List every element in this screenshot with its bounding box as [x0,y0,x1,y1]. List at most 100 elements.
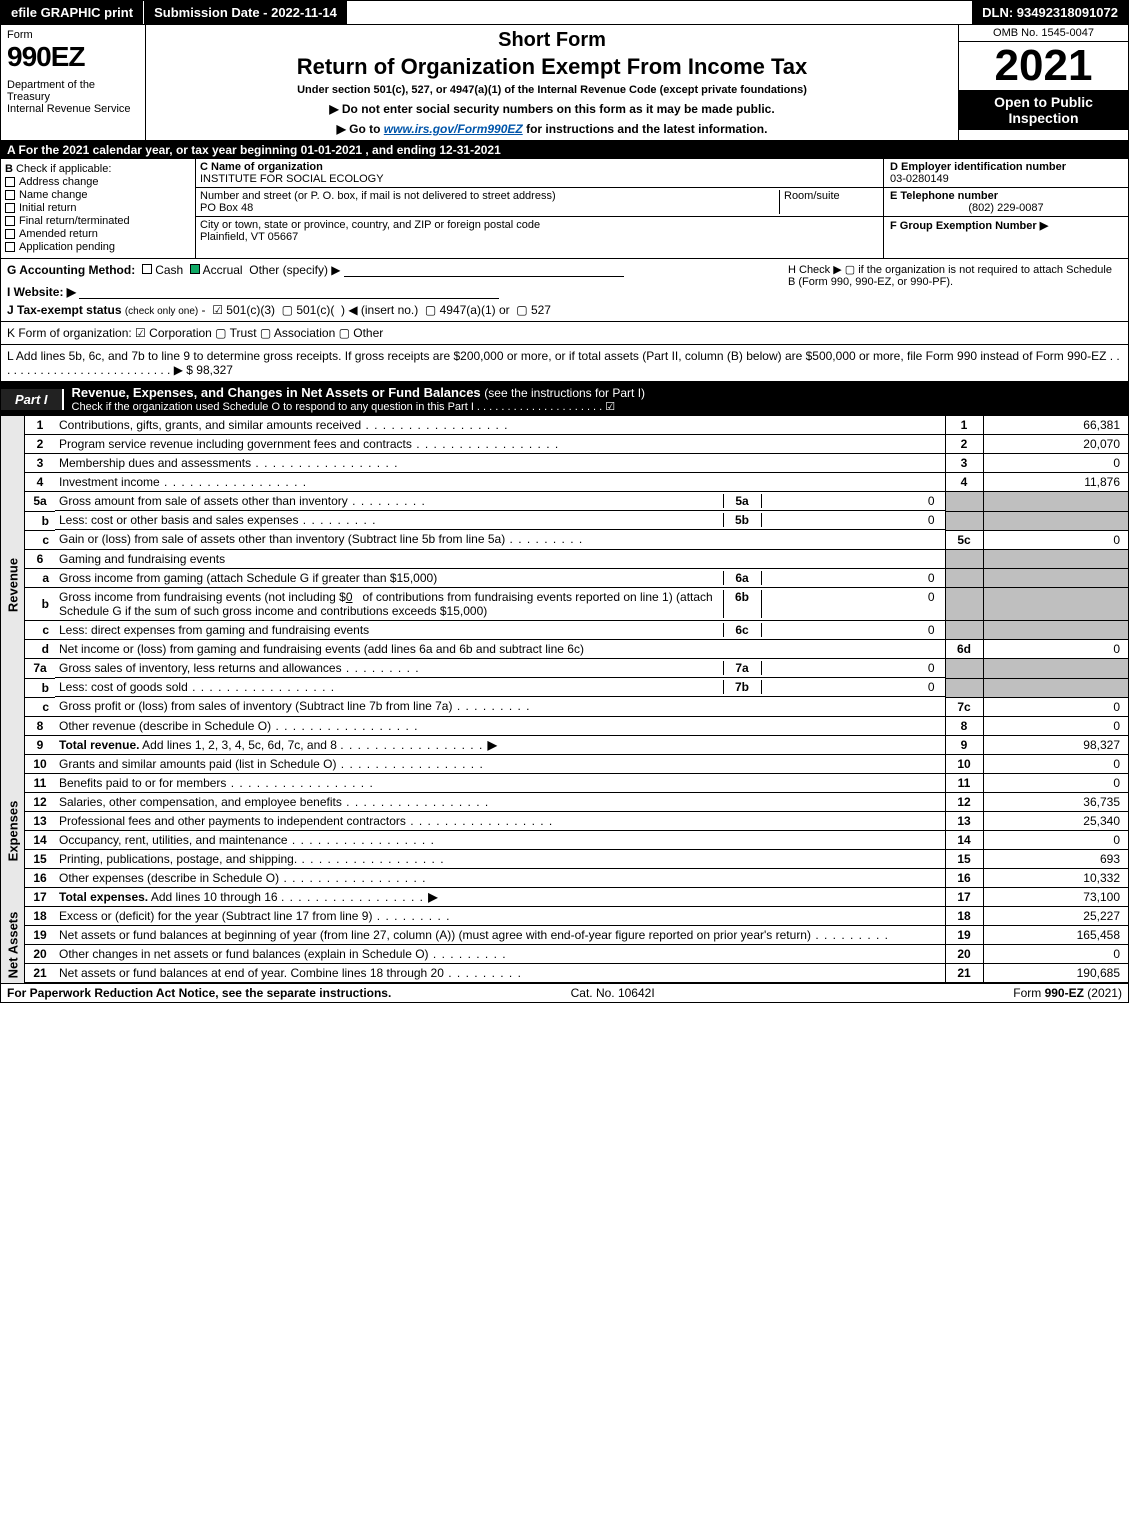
g-accounting-method: G Accounting Method: Cash Accrual Other … [7,263,782,277]
line-8: 8Other revenue (describe in Schedule O)8… [25,716,1128,735]
c-city-label: City or town, state or province, country… [200,219,879,231]
cb-name-change[interactable]: Name change [5,189,191,201]
line-21: 21Net assets or fund balances at end of … [25,963,1128,982]
c-addr-value: PO Box 48 [200,202,779,214]
open-public-badge: Open to Public Inspection [959,90,1128,130]
cb-amended-return-label: Amended return [19,228,98,240]
i-website: I Website: ▶ [7,285,782,299]
cb-final-return-label: Final return/terminated [19,215,130,227]
l-text: L Add lines 5b, 6c, and 7b to line 9 to … [7,349,1120,377]
net-assets-section: Net Assets 18Excess or (deficit) for the… [0,907,1129,983]
other-label: Other (specify) ▶ [249,263,340,277]
part1-badge: Part I [1,389,64,410]
g-label: G Accounting Method: [7,263,135,277]
footer-left: For Paperwork Reduction Act Notice, see … [7,986,391,1000]
f-group-label: F Group Exemption Number ▶ [890,219,1122,232]
line-19: 19Net assets or fund balances at beginni… [25,925,1128,944]
cb-accrual[interactable] [190,264,200,274]
line-3: 3Membership dues and assessments30 [25,454,1128,473]
efile-print-button[interactable]: efile GRAPHIC print [1,1,144,24]
expenses-section: Expenses 10Grants and similar amounts pa… [0,755,1129,907]
i-label: I Website: ▶ [7,285,76,299]
instruction-1: ▶ Do not enter social security numbers o… [150,102,954,116]
b-text: Check if applicable: [16,163,111,175]
cb-amended-return[interactable]: Amended return [5,228,191,240]
c-addr-label: Number and street (or P. O. box, if mail… [200,190,779,202]
cb-application-pending[interactable]: Application pending [5,241,191,253]
tax-year: 2021 [959,42,1128,90]
part1-check-line: Check if the organization used Schedule … [72,400,1120,413]
cb-cash[interactable] [142,264,152,274]
irs-label: Internal Revenue Service [7,103,139,115]
section-bcdef: B Check if applicable: Address change Na… [0,159,1129,259]
line-10: 10Grants and similar amounts paid (list … [25,755,1128,774]
submission-date-label: Submission Date - 2022-11-14 [144,1,348,24]
b-label: B [5,163,13,175]
line-14: 14Occupancy, rent, utilities, and mainte… [25,830,1128,849]
c-city-value: Plainfield, VT 05667 [200,231,879,243]
j-tax-exempt: J Tax-exempt status (check only one) - ☑… [7,303,782,317]
footer-right: Form 990-EZ (2021) [1013,986,1122,1000]
header-left: Form 990EZ Department of the Treasury In… [1,25,146,140]
row-ghij: G Accounting Method: Cash Accrual Other … [0,259,1129,322]
short-form-title: Short Form [150,29,954,52]
header-right: OMB No. 1545-0047 2021 Open to Public In… [958,25,1128,140]
line-5c: cGain or (loss) from sale of assets othe… [25,530,1128,549]
h-schedule-b: H Check ▶ ▢ if the organization is not r… [782,263,1122,317]
e-phone-label: E Telephone number [890,190,1122,202]
line-6c: cLess: direct expenses from gaming and f… [25,621,1128,640]
line-11: 11Benefits paid to or for members110 [25,773,1128,792]
cb-initial-return-label: Initial return [19,202,76,214]
part1-title: Revenue, Expenses, and Changes in Net As… [64,382,1128,416]
e-phone-value: (802) 229-0087 [890,202,1122,214]
revenue-section: Revenue 1Contributions, gifts, grants, a… [0,416,1129,755]
net-assets-side-label: Net Assets [1,907,25,983]
inst2-pre: ▶ Go to [337,122,384,136]
cb-initial-return[interactable]: Initial return [5,202,191,214]
form-label: Form [7,29,139,41]
page-footer: For Paperwork Reduction Act Notice, see … [0,983,1129,1003]
cb-application-pending-label: Application pending [19,241,115,253]
line-6: 6Gaming and fundraising events [25,549,1128,568]
line-13: 13Professional fees and other payments t… [25,811,1128,830]
c-name-label: C Name of organization [200,161,879,173]
part1-paren: (see the instructions for Part I) [484,386,645,400]
expenses-table: 10Grants and similar amounts paid (list … [25,755,1128,907]
part1-header: Part I Revenue, Expenses, and Changes in… [0,382,1129,416]
line-2: 2Program service revenue including gover… [25,435,1128,454]
line-6d: dNet income or (loss) from gaming and fu… [25,640,1128,659]
line-16: 16Other expenses (describe in Schedule O… [25,868,1128,887]
accrual-label: Accrual [203,263,243,277]
line-9: 9Total revenue. Add lines 1, 2, 3, 4, 5c… [25,735,1128,754]
top-bar: efile GRAPHIC print Submission Date - 20… [0,0,1129,25]
omb-number: OMB No. 1545-0047 [959,25,1128,42]
line-17: 17Total expenses. Add lines 10 through 1… [25,887,1128,906]
d-ein-value: 03-0280149 [890,173,1122,185]
dln-label: DLN: 93492318091072 [972,1,1128,24]
line-1: 1Contributions, gifts, grants, and simil… [25,416,1128,435]
l-amount: 98,327 [196,363,233,377]
col-c-org-info: C Name of organization INSTITUTE FOR SOC… [196,159,1128,258]
revenue-side-label: Revenue [1,416,25,755]
header-mid: Short Form Return of Organization Exempt… [146,25,958,140]
return-title: Return of Organization Exempt From Incom… [150,54,954,80]
cb-address-change[interactable]: Address change [5,176,191,188]
row-k-org-form: K Form of organization: ☑ Corporation ▢ … [0,322,1129,345]
cb-final-return[interactable]: Final return/terminated [5,215,191,227]
cash-label: Cash [155,263,183,277]
line-12: 12Salaries, other compensation, and empl… [25,792,1128,811]
line-18: 18Excess or (deficit) for the year (Subt… [25,907,1128,926]
row-a-tax-year: A For the 2021 calendar year, or tax yea… [0,141,1129,159]
instruction-2: ▶ Go to www.irs.gov/Form990EZ for instru… [150,122,954,136]
row-l-gross-receipts: L Add lines 5b, 6c, and 7b to line 9 to … [0,345,1129,382]
inst2-post: for instructions and the latest informat… [523,122,768,136]
cb-name-change-label: Name change [19,189,88,201]
irs-link[interactable]: www.irs.gov/Form990EZ [384,122,523,136]
c-org-name: INSTITUTE FOR SOCIAL ECOLOGY [200,173,879,185]
col-def: D Employer identification number 03-0280… [883,159,1128,258]
line-6b: bGross income from fundraising events (n… [25,588,1128,621]
line-7c: cGross profit or (loss) from sales of in… [25,697,1128,716]
d-ein-label: D Employer identification number [890,161,1122,173]
line-7b: bLess: cost of goods sold7b0 [25,678,1128,697]
cb-address-change-label: Address change [19,176,99,188]
